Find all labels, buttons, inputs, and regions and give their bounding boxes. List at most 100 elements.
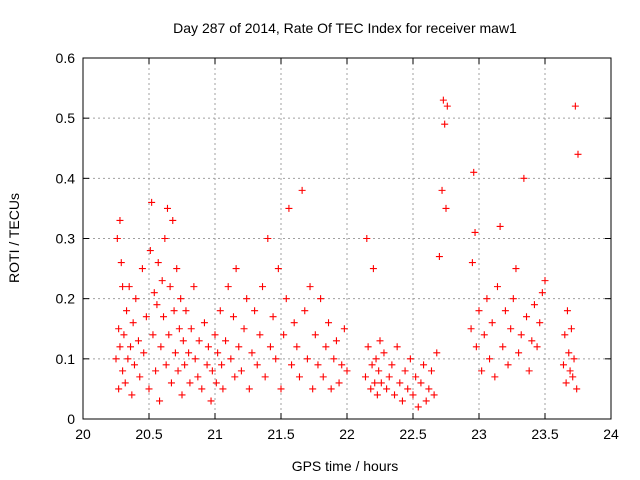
data-point <box>538 289 546 297</box>
data-point <box>425 385 433 393</box>
data-point <box>177 295 185 303</box>
x-tick-label: 23.5 <box>531 426 558 442</box>
data-point <box>162 361 170 369</box>
data-point <box>174 367 182 375</box>
data-point <box>335 379 343 387</box>
data-point <box>240 325 248 333</box>
data-point <box>330 355 338 363</box>
data-point <box>154 259 162 267</box>
data-point <box>138 265 146 273</box>
data-point <box>208 367 216 375</box>
data-point <box>169 216 177 224</box>
data-point <box>571 102 579 110</box>
data-point <box>422 397 430 405</box>
data-point <box>412 373 420 381</box>
data-point <box>245 385 253 393</box>
data-point <box>120 331 128 339</box>
data-point <box>253 361 261 369</box>
data-point <box>523 313 531 321</box>
data-point <box>119 367 127 375</box>
chart-title: Day 287 of 2014, Rate Of TEC Index for r… <box>173 20 517 36</box>
data-point <box>161 235 169 242</box>
data-points <box>112 96 582 411</box>
data-point <box>420 361 428 369</box>
data-point <box>512 265 520 273</box>
data-point <box>152 367 160 375</box>
data-point <box>171 349 179 357</box>
data-point <box>493 283 501 291</box>
data-point <box>562 379 570 387</box>
data-point <box>264 235 272 242</box>
data-point <box>298 186 306 194</box>
data-point <box>427 367 435 375</box>
data-point <box>439 96 447 104</box>
data-point <box>515 349 523 357</box>
data-point <box>158 277 166 285</box>
data-point <box>116 343 124 351</box>
data-point <box>325 319 333 327</box>
data-point <box>117 259 125 267</box>
data-point <box>499 343 507 351</box>
data-point <box>343 367 351 375</box>
data-point <box>541 277 549 285</box>
data-point <box>380 349 388 357</box>
data-point <box>467 325 475 333</box>
data-point <box>388 361 396 369</box>
data-point <box>530 301 538 309</box>
data-point <box>207 397 215 405</box>
data-point <box>536 319 544 327</box>
data-point <box>435 253 443 261</box>
y-tick-label: 0.3 <box>56 231 76 247</box>
data-point <box>146 247 154 255</box>
data-point <box>194 373 202 381</box>
data-point <box>369 265 377 273</box>
data-point <box>322 343 330 351</box>
data-point <box>373 391 381 399</box>
data-point <box>115 325 123 333</box>
data-point <box>383 385 391 393</box>
data-point <box>567 325 575 333</box>
data-point <box>140 349 148 357</box>
y-tick-label: 0.4 <box>56 170 76 186</box>
data-point <box>563 307 571 315</box>
y-tick-label: 0.1 <box>56 351 76 367</box>
data-point <box>179 337 187 345</box>
data-point <box>163 204 171 212</box>
axis-ticks: 20 20.5 21 21.5 22 22.5 23 23.5 24 0 0.1 0.2 0.3 0.4 0… <box>56 50 619 442</box>
data-point <box>212 379 220 387</box>
data-point <box>371 379 379 387</box>
data-point <box>409 391 417 399</box>
data-point <box>145 385 153 393</box>
grid-lines <box>83 58 611 419</box>
data-point <box>149 331 157 339</box>
data-point <box>393 343 401 351</box>
data-point <box>340 325 348 333</box>
data-point <box>319 373 327 381</box>
data-point <box>433 349 441 357</box>
data-point <box>363 235 371 242</box>
data-point <box>303 355 311 363</box>
data-point <box>573 385 581 393</box>
x-tick-label: 21 <box>207 426 223 442</box>
data-point <box>301 307 309 315</box>
y-tick-label: 0.5 <box>56 110 76 126</box>
data-point <box>148 198 156 206</box>
data-point <box>185 349 193 357</box>
data-point <box>507 325 515 333</box>
data-point <box>528 337 536 345</box>
data-point <box>269 313 277 321</box>
data-point <box>134 337 142 345</box>
data-point <box>309 385 317 393</box>
data-point <box>496 222 504 230</box>
data-point <box>248 349 256 357</box>
data-point <box>274 265 282 273</box>
data-point <box>136 373 144 381</box>
data-point <box>486 355 494 363</box>
data-point <box>128 391 136 399</box>
data-point <box>441 120 449 128</box>
data-point <box>282 295 290 303</box>
data-point <box>443 102 451 110</box>
data-point <box>219 385 227 393</box>
data-point <box>285 204 293 212</box>
